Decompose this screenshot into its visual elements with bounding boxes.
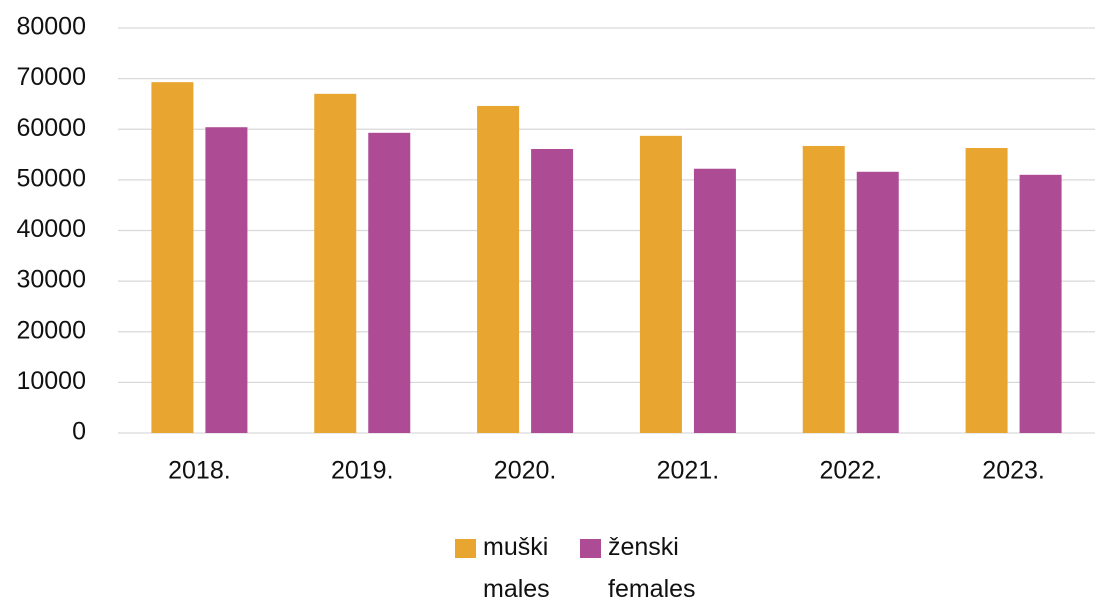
y-tick-label: 30000 [16,266,86,294]
y-tick-label: 80000 [16,13,86,41]
y-tick-label: 10000 [16,367,86,395]
x-tick-label: 2020. [494,457,557,485]
legend-label: ženski females [608,533,696,603]
x-tick-label: 2022. [819,457,882,485]
bar [314,93,357,433]
bar [856,171,899,433]
x-tick-label: 2019. [331,457,394,485]
bar [639,135,682,434]
legend-swatch [455,539,476,558]
bar [151,82,194,433]
bar [205,127,248,433]
y-tick-label: 60000 [16,114,86,142]
bar [477,105,520,434]
y-tick-label: 50000 [16,164,86,192]
bar [1019,174,1062,433]
bar [802,145,845,434]
x-tick-label: 2021. [657,457,720,485]
y-tick-label: 40000 [16,215,86,243]
bar [965,147,1008,433]
bar [531,148,574,433]
legend-swatch [580,539,601,558]
bar [693,168,736,434]
y-tick-label: 0 [72,418,86,446]
y-tick-label: 70000 [16,63,86,91]
legend-label: muški males [483,533,550,603]
x-tick-label: 2023. [982,457,1045,485]
x-tick-label: 2018. [168,457,231,485]
y-tick-label: 20000 [16,316,86,344]
bar [368,132,411,433]
